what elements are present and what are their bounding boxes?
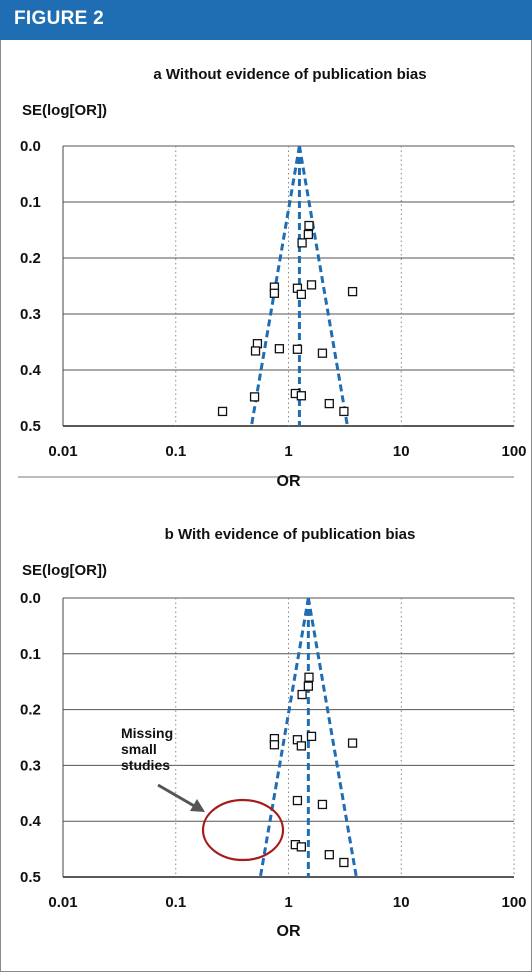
x-axis-label: OR — [277, 923, 301, 940]
y-axis-label: SE(log[OR]) — [22, 102, 107, 119]
study-point — [304, 672, 314, 682]
y-tick-label: 0.2 — [20, 702, 41, 719]
x-tick-label: 10 — [393, 894, 410, 911]
x-tick-label: 100 — [501, 894, 526, 911]
study-point — [292, 344, 303, 354]
study-point — [296, 391, 306, 401]
panel-title: a Without evidence of publication bias — [153, 66, 426, 83]
study-point — [303, 681, 314, 691]
panel-title: b With evidence of publication bias — [165, 526, 416, 543]
x-tick-label: 0.1 — [165, 443, 186, 460]
annotation-arrow-shaft — [157, 783, 197, 809]
study-point — [249, 392, 260, 402]
y-tick-label: 0.5 — [20, 418, 41, 435]
y-tick-label: 0.1 — [20, 194, 41, 211]
y-tick-label: 0.4 — [20, 813, 42, 830]
study-point — [324, 398, 334, 409]
x-tick-label: 100 — [501, 443, 526, 460]
study-point — [339, 857, 349, 868]
funnel-left-line — [258, 597, 310, 878]
study-point — [296, 289, 306, 300]
y-tick-label: 0.2 — [20, 250, 41, 267]
study-point — [296, 741, 306, 751]
annotation-arrow-head — [190, 799, 205, 812]
annotation-text: studies — [121, 757, 170, 773]
study-point — [317, 799, 328, 810]
missing-studies-circle — [201, 798, 285, 862]
annotation-text: Missing — [121, 725, 173, 741]
y-tick-label: 0.3 — [20, 306, 41, 323]
study-point — [269, 288, 280, 298]
y-tick-label: 0.3 — [20, 757, 41, 774]
study-point — [303, 229, 314, 240]
funnel-right-line — [297, 145, 349, 427]
x-tick-label: 0.01 — [48, 894, 77, 911]
y-tick-label: 0.0 — [20, 138, 41, 155]
y-tick-label: 0.1 — [20, 646, 41, 663]
study-point — [306, 280, 317, 290]
study-point — [274, 344, 285, 354]
study-point — [297, 238, 307, 248]
x-tick-label: 1 — [284, 894, 292, 911]
x-axis-label: OR — [277, 473, 301, 490]
study-point — [347, 738, 358, 748]
study-point — [306, 731, 317, 742]
y-tick-label: 0.4 — [20, 362, 42, 379]
x-tick-label: 1 — [284, 443, 292, 460]
study-point — [317, 348, 328, 358]
funnel-plot-b: b With evidence of publication bias SE(lo… — [20, 526, 527, 940]
y-tick-label: 0.5 — [20, 869, 41, 886]
study-point — [250, 346, 261, 356]
study-point — [347, 286, 358, 297]
funnel-left-line — [249, 145, 301, 427]
x-tick-label: 0.1 — [165, 894, 186, 911]
study-point — [339, 406, 349, 417]
figure-header: FIGURE 2 — [0, 0, 532, 40]
funnel-right-line — [306, 597, 358, 878]
study-point — [324, 850, 334, 860]
x-tick-label: 0.01 — [48, 443, 77, 460]
y-tick-label: 0.0 — [20, 590, 41, 607]
x-tick-label: 10 — [393, 443, 410, 460]
study-point — [304, 220, 314, 231]
study-point — [297, 689, 307, 700]
funnel-plot-a: a Without evidence of publication bias SE… — [20, 66, 527, 490]
study-point — [217, 406, 228, 417]
figure-label: FIGURE 2 — [14, 8, 105, 29]
study-point — [296, 842, 306, 852]
y-axis-label: SE(log[OR]) — [22, 562, 107, 579]
annotation-text: small — [121, 741, 157, 757]
study-point — [269, 740, 280, 750]
study-point — [292, 795, 303, 806]
